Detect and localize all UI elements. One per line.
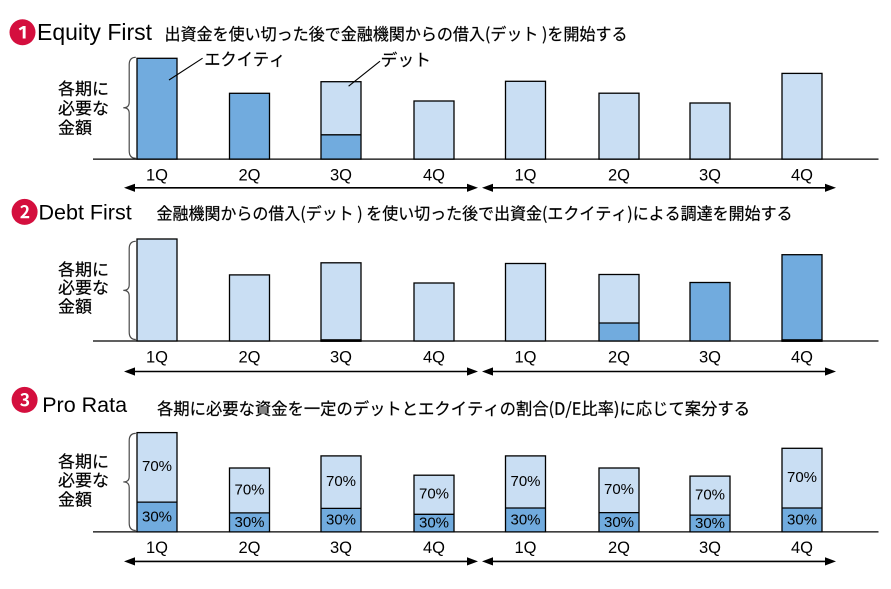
svg-text:70%: 70% (142, 458, 172, 475)
svg-text:4Q: 4Q (423, 167, 445, 185)
svg-text:70%: 70% (510, 473, 540, 490)
svg-text:4Q: 4Q (423, 539, 445, 557)
svg-text:30%: 30% (510, 511, 540, 528)
svg-text:70%: 70% (326, 473, 356, 490)
svg-text:70%: 70% (234, 481, 264, 498)
svg-text:2Q: 2Q (238, 539, 260, 557)
svg-text:3Q: 3Q (330, 349, 352, 367)
svg-text:2Q: 2Q (238, 349, 260, 367)
svg-text:1Q: 1Q (514, 167, 536, 185)
svg-text:4Q: 4Q (791, 349, 813, 367)
svg-text:Debt First: Debt First (39, 200, 132, 224)
svg-text:2Q: 2Q (608, 539, 630, 557)
svg-text:30%: 30% (234, 514, 264, 531)
svg-text:30%: 30% (142, 509, 172, 526)
svg-text:30%: 30% (326, 512, 356, 529)
svg-text:3Q: 3Q (699, 167, 721, 185)
svg-text:30%: 30% (787, 511, 817, 528)
svg-text:1Q: 1Q (146, 539, 168, 557)
svg-text:30%: 30% (604, 514, 634, 531)
svg-text:3Q: 3Q (699, 539, 721, 557)
svg-text:30%: 30% (695, 515, 725, 532)
svg-text:1Q: 1Q (146, 167, 168, 185)
svg-text:1Q: 1Q (146, 349, 168, 367)
svg-text:3Q: 3Q (330, 539, 352, 557)
svg-text:4Q: 4Q (791, 539, 813, 557)
svg-text:70%: 70% (787, 469, 817, 486)
svg-text:4Q: 4Q (791, 167, 813, 185)
svg-text:1Q: 1Q (514, 349, 536, 367)
svg-text:30%: 30% (419, 515, 449, 532)
svg-text:Equity First: Equity First (37, 19, 153, 45)
svg-text:3Q: 3Q (699, 349, 721, 367)
svg-text:70%: 70% (604, 481, 634, 498)
svg-text:Pro Rata: Pro Rata (42, 393, 127, 417)
svg-text:2Q: 2Q (608, 167, 630, 185)
svg-text:1Q: 1Q (514, 539, 536, 557)
svg-text:2Q: 2Q (608, 349, 630, 367)
svg-text:70%: 70% (695, 486, 725, 503)
svg-text:3Q: 3Q (330, 167, 352, 185)
svg-text:2Q: 2Q (238, 167, 260, 185)
svg-text:4Q: 4Q (423, 349, 445, 367)
svg-text:70%: 70% (419, 486, 449, 503)
